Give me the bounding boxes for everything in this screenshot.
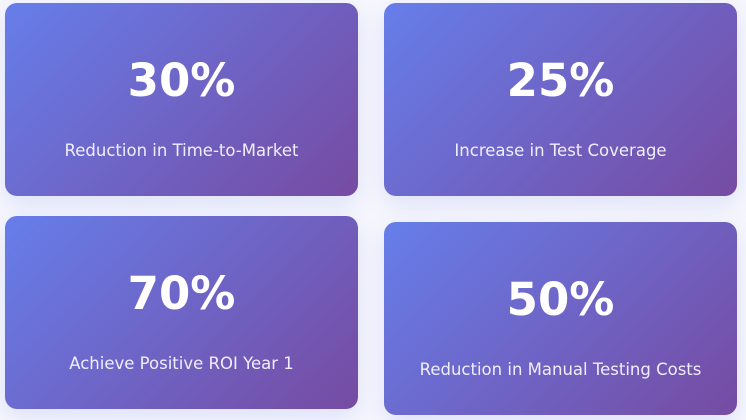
stat-value: 50%: [506, 273, 615, 326]
stat-card-positive-roi: 70% Achieve Positive ROI Year 1: [5, 216, 358, 409]
stat-label: Reduction in Manual Testing Costs: [419, 360, 702, 379]
stat-card-time-to-market: 30% Reduction in Time-to-Market: [5, 3, 358, 196]
stat-value: 25%: [506, 54, 615, 107]
stat-card-manual-testing-costs: 50% Reduction in Manual Testing Costs: [384, 222, 737, 415]
stat-value: 70%: [127, 267, 236, 320]
stat-value: 30%: [127, 54, 236, 107]
stat-label: Reduction in Time-to-Market: [64, 141, 299, 160]
stat-label: Increase in Test Coverage: [454, 141, 667, 160]
stat-label: Achieve Positive ROI Year 1: [69, 354, 294, 373]
stat-card-test-coverage: 25% Increase in Test Coverage: [384, 3, 737, 196]
